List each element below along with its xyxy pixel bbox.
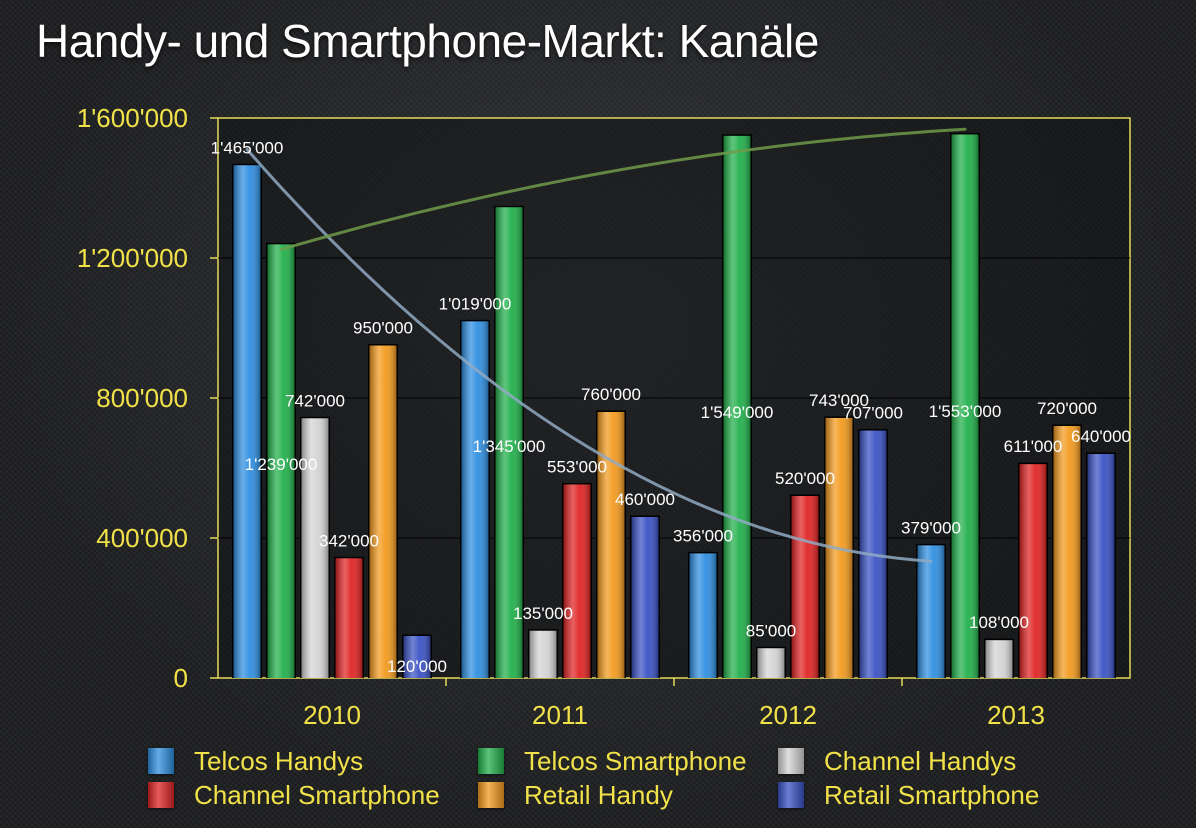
data-label: 743'000 xyxy=(809,391,869,410)
trendline xyxy=(245,147,933,563)
bar-gloss xyxy=(369,345,397,678)
legend-swatch xyxy=(778,748,804,774)
x-tick-label: 2011 xyxy=(532,700,588,730)
legend-label: Channel Smartphone xyxy=(194,779,440,810)
data-label: 135'000 xyxy=(513,604,573,623)
data-label: 1'239'000 xyxy=(245,455,318,474)
bar-gloss xyxy=(461,321,489,678)
legend-item: Retail Handy xyxy=(478,778,673,812)
data-label: 1'549'000 xyxy=(701,403,774,422)
legend-item: Telcos Smartphone xyxy=(478,744,747,778)
bar-gloss xyxy=(723,135,751,679)
bar-gloss xyxy=(1087,454,1115,678)
data-label: 356'000 xyxy=(673,526,733,545)
bar-gloss xyxy=(403,636,431,678)
legend: Telcos Handys Telcos Smartphone Channel Ha… xyxy=(148,744,1108,820)
legend-label: Telcos Handys xyxy=(194,745,364,776)
data-label: 760'000 xyxy=(581,385,641,404)
data-label: 720'000 xyxy=(1037,399,1097,418)
bar-gloss xyxy=(951,134,979,678)
data-label: 460'000 xyxy=(615,490,675,509)
x-tick-label: 2013 xyxy=(987,700,1045,730)
bar-gloss xyxy=(301,418,329,678)
x-tick-label: 2010 xyxy=(303,700,361,730)
data-label: 379'000 xyxy=(901,518,961,537)
bar-gloss xyxy=(563,484,591,678)
data-label: 1'465'000 xyxy=(211,138,284,157)
bar-gloss xyxy=(1019,464,1047,678)
data-label: 1'345'000 xyxy=(473,437,546,456)
bar-gloss xyxy=(689,553,717,678)
data-label: 707'000 xyxy=(843,404,903,423)
y-tick-label: 1'600'000 xyxy=(77,103,188,133)
data-label: 1'019'000 xyxy=(439,294,512,313)
data-label: 611'000 xyxy=(1004,437,1063,456)
y-tick-label: 1'200'000 xyxy=(77,243,188,273)
legend-item: Telcos Handys xyxy=(148,744,363,778)
data-label: 950'000 xyxy=(353,319,413,338)
bar-gloss xyxy=(233,165,261,678)
x-tick-label: 2012 xyxy=(759,700,817,730)
bar-chart: 0 400'000 800'000 1'200'000 1'600'000 2010 201… xyxy=(77,103,1131,730)
bar-gloss xyxy=(529,630,557,678)
bar-gloss xyxy=(791,496,819,678)
legend-item: Retail Smartphone xyxy=(778,778,1039,812)
bar-gloss xyxy=(1053,426,1081,678)
data-label: 108'000 xyxy=(969,613,1029,632)
legend-swatch xyxy=(148,782,174,808)
legend-swatch xyxy=(148,748,174,774)
data-label: 85'000 xyxy=(746,621,797,640)
bar-gloss xyxy=(917,545,945,678)
bar-gloss xyxy=(335,558,363,678)
bar-gloss xyxy=(631,517,659,678)
bar-gloss xyxy=(757,648,785,678)
chart-title: Handy- und Smartphone-Markt: Kanäle xyxy=(36,15,819,67)
y-tick-label: 0 xyxy=(174,663,188,693)
legend-label: Retail Smartphone xyxy=(824,779,1040,810)
data-label: 640'000 xyxy=(1071,427,1131,446)
legend-label: Channel Handys xyxy=(824,745,1017,776)
bar-gloss xyxy=(267,244,295,678)
legend-item: Channel Smartphone xyxy=(148,778,440,812)
bar-gloss xyxy=(495,207,523,678)
data-label: 520'000 xyxy=(775,469,835,488)
y-tick-label: 400'000 xyxy=(96,523,188,553)
y-tick-label: 800'000 xyxy=(96,383,188,413)
bar-gloss xyxy=(985,640,1013,678)
data-label: 342'000 xyxy=(319,531,379,550)
data-label: 1'553'000 xyxy=(929,402,1002,421)
legend-swatch xyxy=(778,782,804,808)
trendline xyxy=(279,127,967,252)
data-label: 553'000 xyxy=(547,457,607,476)
bar-gloss xyxy=(597,412,625,678)
legend-label: Retail Handy xyxy=(524,779,673,810)
legend-label: Telcos Smartphone xyxy=(524,745,747,776)
data-label: 742'000 xyxy=(285,391,345,410)
legend-swatch xyxy=(478,782,504,808)
data-label: 120'000 xyxy=(387,657,447,676)
legend-swatch xyxy=(478,748,504,774)
legend-item: Channel Handys xyxy=(778,744,1016,778)
